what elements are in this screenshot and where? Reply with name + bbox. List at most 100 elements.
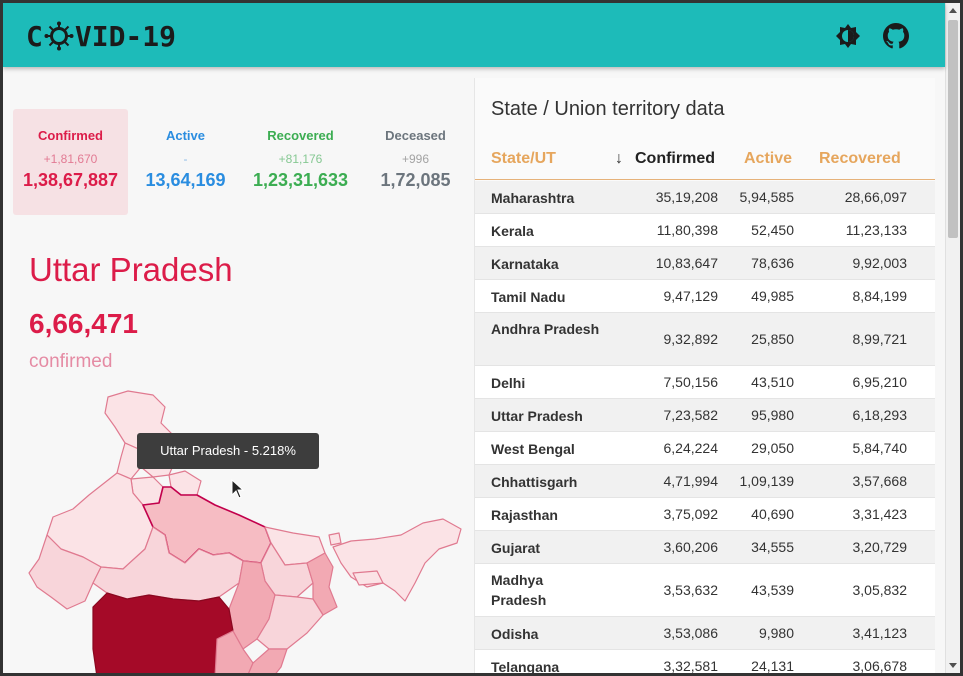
table-row[interactable]: Telangana 3,32,581 24,131 3,06,678 [475, 650, 935, 673]
column-header-confirmed[interactable]: Confirmed [635, 150, 715, 167]
cell-recovered: 5,84,740 [852, 440, 908, 456]
table-row[interactable]: Tamil Nadu 9,47,129 49,985 8,84,199 [475, 280, 935, 313]
stat-active[interactable]: Active - 13,64,169 [128, 109, 243, 215]
cell-state: Gujarat [491, 540, 541, 556]
cell-active: 78,636 [751, 255, 794, 271]
stat-value: 1,38,67,887 [22, 170, 119, 190]
selected-state-caption: confirmed [29, 351, 113, 372]
cell-confirmed: 3,60,206 [663, 539, 719, 555]
table-row[interactable]: Chhattisgarh 4,71,994 1,09,139 3,57,668 [475, 465, 935, 498]
table-row[interactable]: Delhi 7,50,156 43,510 6,95,210 [475, 366, 935, 399]
cell-state: Tamil Nadu [491, 289, 566, 305]
cell-confirmed: 3,75,092 [663, 506, 719, 522]
table-row[interactable]: Uttar Pradesh 7,23,582 95,980 6,18,293 [475, 399, 935, 432]
cell-state: Telangana [491, 659, 560, 673]
cell-recovered: 3,57,668 [852, 473, 908, 489]
cell-active: 43,510 [751, 374, 794, 390]
cell-recovered: 28,66,097 [844, 189, 907, 205]
cell-active: 1,09,139 [739, 473, 795, 489]
cell-recovered: 11,23,133 [845, 222, 907, 238]
theme-toggle-icon[interactable] [835, 23, 861, 49]
cell-active: 9,980 [758, 625, 794, 641]
cell-recovered: 9,92,003 [852, 255, 908, 271]
cell-recovered: 3,05,832 [852, 582, 908, 598]
stat-value: 1,23,31,633 [252, 170, 349, 190]
cell-state: Rajasthan [491, 507, 558, 523]
stat-value: 13,64,169 [145, 170, 226, 190]
table-row[interactable]: Rajasthan 3,75,092 40,690 3,31,423 [475, 498, 935, 531]
cell-confirmed: 7,50,156 [663, 374, 719, 390]
scroll-down-icon[interactable] [949, 663, 957, 668]
scroll-thumb[interactable] [948, 20, 958, 238]
cell-state: Kerala [491, 223, 534, 239]
github-icon[interactable] [883, 23, 909, 49]
app-window: C VID-19 Confirmed +1,81 [3, 3, 960, 673]
map-tooltip: Uttar Pradesh - 5.218% [137, 433, 319, 469]
cell-confirmed: 3,53,086 [663, 625, 719, 641]
table-row[interactable]: Gujarat 3,60,206 34,555 3,20,729 [475, 531, 935, 564]
stat-label: Deceased [385, 128, 446, 143]
cell-state: Karnataka [491, 256, 559, 272]
table-row[interactable]: Karnataka 10,83,647 78,636 9,92,003 [475, 247, 935, 280]
stat-delta: +1,81,670 [43, 152, 98, 166]
map-region-odisha [256, 594, 324, 650]
cell-confirmed: 9,32,892 [663, 331, 719, 347]
stat-recovered[interactable]: Recovered +81,176 1,23,31,633 [243, 109, 358, 215]
cell-active: 24,131 [751, 658, 794, 673]
map-region-maharashtra [92, 592, 234, 673]
page-scrollbar[interactable] [945, 3, 960, 673]
cell-active: 52,450 [751, 222, 794, 238]
stat-delta: +81,176 [278, 152, 323, 166]
stat-label: Active [165, 128, 206, 143]
cell-confirmed: 11,80,398 [656, 222, 718, 238]
cell-confirmed: 3,53,632 [663, 582, 719, 598]
table-row[interactable]: Andhra Pradesh 9,32,892 25,850 8,99,721 [475, 313, 935, 366]
cell-state: West Bengal [491, 441, 575, 457]
stat-label: Recovered [267, 128, 334, 143]
map-region-northeast [332, 518, 462, 602]
logo-suffix: VID-19 [74, 19, 177, 53]
state-table-panel: State / Union territory data State/UT ↓ … [474, 78, 935, 673]
stat-delta: +996 [401, 152, 430, 166]
cell-confirmed: 35,19,208 [655, 189, 718, 205]
mouse-cursor-icon [231, 479, 245, 499]
cell-state: Andhra Pradesh [491, 321, 600, 337]
cell-active: 40,690 [751, 506, 794, 522]
stat-confirmed[interactable]: Confirmed +1,81,670 1,38,67,887 [13, 109, 128, 215]
map-region-sikkim [328, 532, 342, 546]
cell-active: 43,539 [751, 582, 794, 598]
stat-label: Confirmed [38, 128, 103, 143]
table-row[interactable]: Odisha 3,53,086 9,980 3,41,123 [475, 617, 935, 650]
cell-state: Maharashtra [491, 190, 575, 206]
cell-confirmed: 7,23,582 [663, 407, 719, 423]
india-map[interactable] [3, 387, 473, 673]
column-header-state[interactable]: State/UT [491, 150, 556, 167]
sort-arrow-icon[interactable]: ↓ [615, 150, 623, 167]
cell-confirmed: 9,47,129 [663, 288, 719, 304]
scroll-up-icon[interactable] [949, 8, 957, 13]
cell-confirmed: 4,71,994 [663, 473, 719, 489]
cell-active: 49,985 [751, 288, 794, 304]
cell-recovered: 6,95,210 [852, 374, 908, 390]
cell-active: 5,94,585 [739, 189, 795, 205]
cell-active: 95,980 [751, 407, 794, 423]
stat-deceased[interactable]: Deceased +996 1,72,085 [358, 109, 473, 215]
table-row[interactable]: Maharashtra 35,19,208 5,94,585 28,66,097 [475, 181, 935, 214]
selected-state-count: 6,66,471 [29, 308, 138, 339]
table-body: Maharashtra 35,19,208 5,94,585 28,66,097 Ker… [475, 181, 935, 673]
cell-state: Madhya Pradesh [491, 572, 547, 608]
table-row[interactable]: Kerala 11,80,398 52,450 11,23,133 [475, 214, 935, 247]
table-header: State/UT ↓ Confirmed Active Recovered [475, 140, 935, 180]
table-title: State / Union territory data [491, 98, 725, 120]
top-bar: C VID-19 [3, 3, 945, 67]
cell-state: Odisha [491, 626, 539, 642]
stat-delta: - [183, 152, 188, 166]
column-header-recovered[interactable]: Recovered [819, 150, 901, 167]
app-logo[interactable]: C VID-19 [26, 19, 176, 53]
table-row[interactable]: Madhya Pradesh 3,53,632 43,539 3,05,832 [475, 564, 935, 617]
table-row[interactable]: West Bengal 6,24,224 29,050 5,84,740 [475, 432, 935, 465]
column-header-active[interactable]: Active [744, 150, 793, 167]
map-region-gujarat [28, 534, 102, 610]
map-region-andhra [248, 648, 288, 673]
cell-confirmed: 10,83,647 [655, 255, 718, 271]
